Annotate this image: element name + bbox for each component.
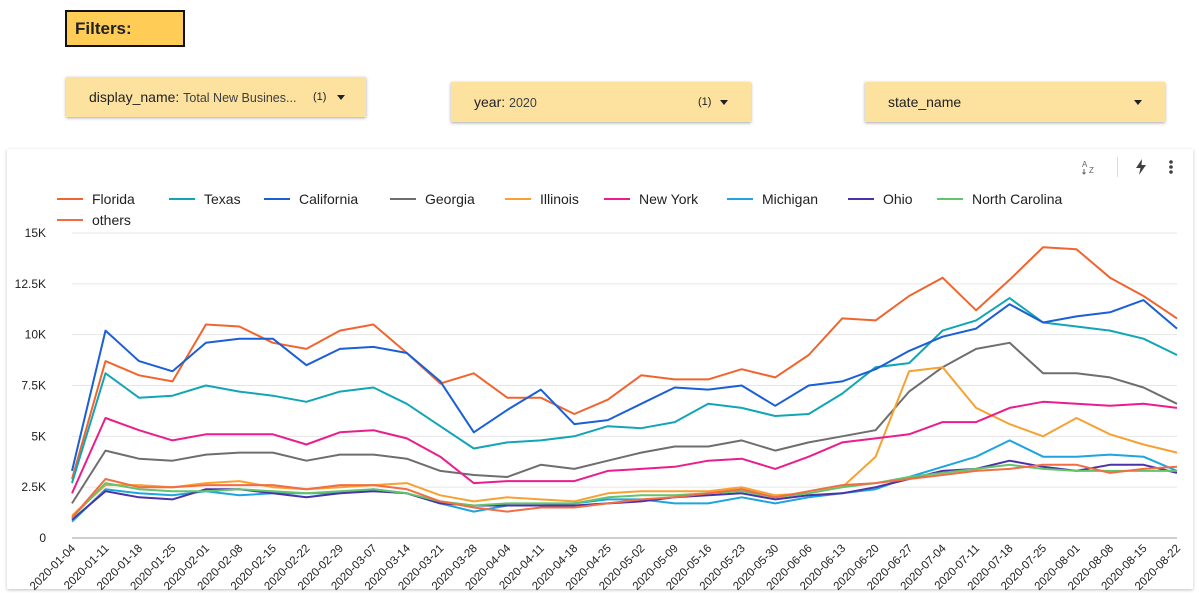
legend-label[interactable]: New York (639, 191, 699, 207)
filter-year-text: year: 2020 (474, 94, 537, 110)
y-tick-label: 10K (25, 328, 46, 342)
chevron-down-icon (1134, 99, 1142, 105)
series-line (71, 400, 1178, 494)
legend-label[interactable]: Ohio (883, 191, 913, 207)
legend-label[interactable]: Michigan (762, 191, 818, 207)
series-line (71, 341, 1178, 504)
filter-display-name-text: display_name: Total New Busines... (89, 89, 296, 105)
filter-display-name-label: display_name (89, 89, 176, 105)
y-tick-label: 7.5K (21, 379, 46, 393)
legend-label[interactable]: Illinois (540, 191, 579, 207)
legend-label[interactable]: California (299, 191, 358, 207)
series-line (71, 463, 1177, 519)
svg-text:Z: Z (1089, 166, 1094, 175)
filter-display-name[interactable]: display_name: Total New Busines... (1) (66, 77, 366, 117)
y-tick-label: 5K (31, 429, 46, 443)
toolbar-divider (1117, 157, 1118, 177)
more-vert-icon[interactable] (1167, 158, 1175, 181)
filter-year-label: year (474, 94, 502, 110)
y-tick-label: 2.5K (21, 480, 46, 494)
chart-series (71, 246, 1178, 523)
y-tick-label: 15K (25, 226, 46, 240)
legend-label[interactable]: Florida (92, 191, 135, 207)
legend-label[interactable]: North Carolina (972, 191, 1062, 207)
chevron-down-icon (337, 94, 345, 100)
series-line (71, 299, 1178, 472)
legend-label[interactable]: others (92, 212, 131, 228)
chevron-down-icon (720, 99, 728, 105)
filter-year-count: (1) (698, 96, 712, 108)
y-axis: 0 2.5K 5K 7.5K 10K 12.5K 15K (15, 226, 47, 545)
filter-year-colon: : (501, 94, 510, 110)
filter-display-name-value: Total New Busines... (183, 91, 297, 105)
filter-state-name[interactable]: state_name (865, 82, 1165, 122)
filter-year[interactable]: year: 2020 (1) (451, 82, 751, 122)
series-line (71, 439, 1178, 523)
filter-state-name-label: state_name (888, 94, 962, 110)
series-line (71, 246, 1178, 480)
series-line (71, 463, 1178, 519)
legend-label[interactable]: Georgia (425, 191, 475, 207)
x-axis: 2020-01-042020-01-112020-01-182020-01-25… (28, 542, 1183, 593)
chart-legend: Florida Texas California Georgia Illinois New… (57, 191, 1062, 228)
filter-display-name-count: (1) (313, 91, 327, 103)
svg-text:A: A (1082, 160, 1088, 169)
series-line (71, 297, 1178, 484)
filter-display-name-colon: : (175, 89, 184, 105)
lightning-icon[interactable] (1134, 158, 1148, 181)
filters-title: Filters: (65, 10, 185, 47)
legend-label[interactable]: Texas (204, 191, 241, 207)
filter-year-value: 2020 (509, 96, 537, 110)
chart-card: A Z (7, 149, 1193, 589)
sort-az-icon[interactable]: A Z (1081, 158, 1099, 181)
y-tick-label: 0 (39, 531, 46, 545)
y-tick-label: 12.5K (15, 277, 46, 291)
